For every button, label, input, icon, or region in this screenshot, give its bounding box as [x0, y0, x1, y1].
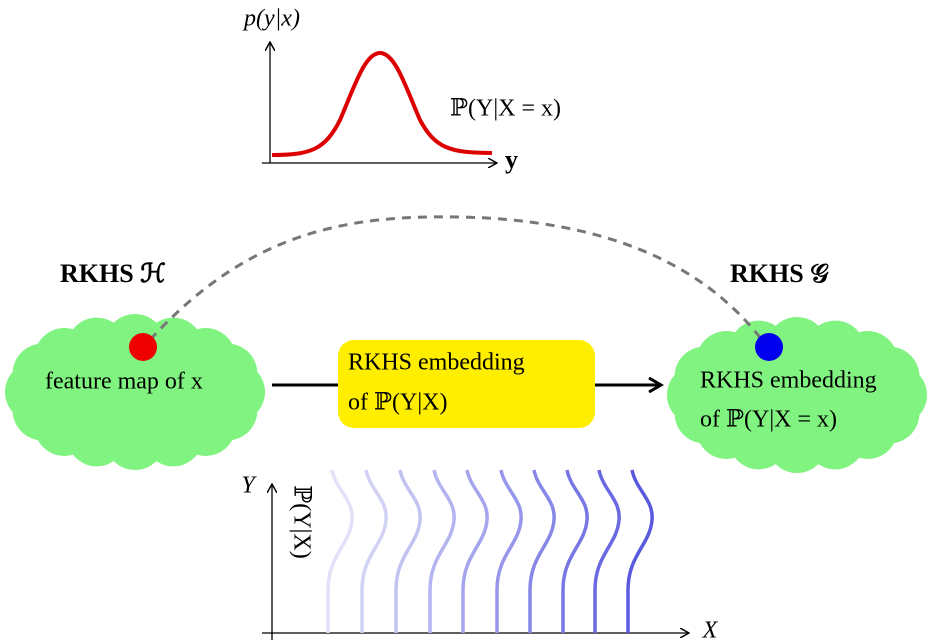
dashed-link: [148, 215, 764, 342]
clouds: [5, 314, 927, 473]
wave: [528, 469, 556, 633]
wave: [626, 469, 654, 633]
conditional-curves: [326, 469, 654, 633]
embedding-box: [338, 340, 595, 428]
space-text: RKHS embedding: [700, 368, 877, 394]
point: [755, 333, 783, 361]
wave: [495, 469, 523, 633]
cloud: [859, 346, 920, 407]
space-text: of ℙ(Y|X = x): [700, 407, 837, 433]
point: [129, 333, 157, 361]
box-text: RKHS embedding: [348, 350, 525, 376]
space-title: RKHS ℋ: [60, 259, 166, 288]
curve-label: ℙ(Y|X = x): [450, 96, 561, 122]
box-text: of ℙ(Y|X): [348, 390, 448, 416]
axis-label: p(y|x): [242, 6, 300, 32]
cloud: [197, 343, 258, 404]
wave: [360, 469, 388, 633]
density-curve: [271, 50, 493, 157]
curve-label: ℙ(Y|X): [288, 485, 314, 559]
wave: [593, 469, 621, 633]
wave: [394, 469, 422, 633]
wave: [561, 469, 589, 633]
space-title: RKHS 𝒢: [730, 259, 829, 288]
axis-label: Y: [241, 473, 257, 499]
wave: [428, 469, 456, 633]
space-text: feature map of x: [45, 369, 203, 395]
wave: [326, 469, 354, 633]
axis-label: X: [702, 618, 719, 644]
wave: [461, 469, 489, 633]
axis-label: y: [505, 145, 518, 174]
